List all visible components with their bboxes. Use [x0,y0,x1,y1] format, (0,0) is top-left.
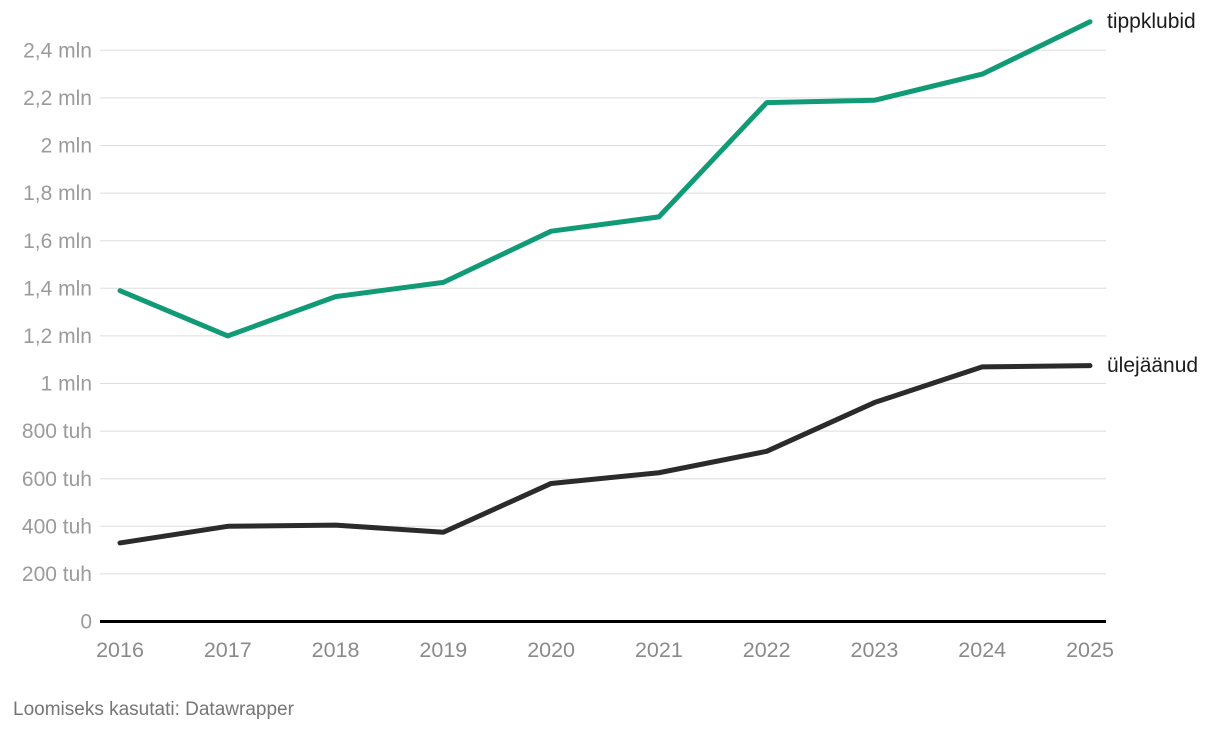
x-axis-tick-label: 2017 [204,638,252,662]
series-label-tippklubid: tippklubid [1107,9,1196,33]
y-axis-tick-label: 800 tuh [22,420,92,443]
x-axis-tick-label: 2023 [851,638,899,662]
y-axis-tick-label: 600 tuh [22,468,92,491]
x-axis-tick-label: 2021 [635,638,683,662]
series-line-tippklubid [117,19,1093,339]
y-axis-tick-label: 1,4 mln [23,277,92,300]
y-axis-tick-label: 1,2 mln [23,325,92,348]
y-axis-tick-label: 400 tuh [22,515,92,538]
y-axis-tick-label: 1 mln [41,373,92,396]
x-axis-tick-label: 2024 [958,638,1006,662]
y-axis-tick-label: 200 tuh [22,563,92,586]
x-axis-tick-label: 2016 [96,638,144,662]
x-axis-tick-label: 2019 [419,638,467,662]
x-axis-tick-label: 2022 [743,638,791,662]
x-axis-tick-label: 2025 [1066,638,1114,662]
x-axis-tick-label: 2020 [527,638,575,662]
x-axis-tick-label: 2018 [312,638,360,662]
y-axis-tick-label: 2 mln [41,135,92,158]
y-axis-tick-label: 2,4 mln [23,39,92,62]
chart-canvas: 0 200 tuh 400 tuh 600 tuh 800 tuh 1 mln 1,2 ml… [22,19,1114,662]
y-axis-tick-label: 2,2 mln [23,87,92,110]
series-line-ulejaanud [117,363,1093,546]
chart-credit: Loomiseks kasutati: Datawrapper [13,699,294,720]
y-axis-tick-label: 1,8 mln [23,182,92,205]
series-label-ulejaanud: ülejäänud [1107,353,1199,377]
y-axis-tick-label: 0 [80,611,92,634]
y-axis-tick-label: 1,6 mln [23,230,92,253]
